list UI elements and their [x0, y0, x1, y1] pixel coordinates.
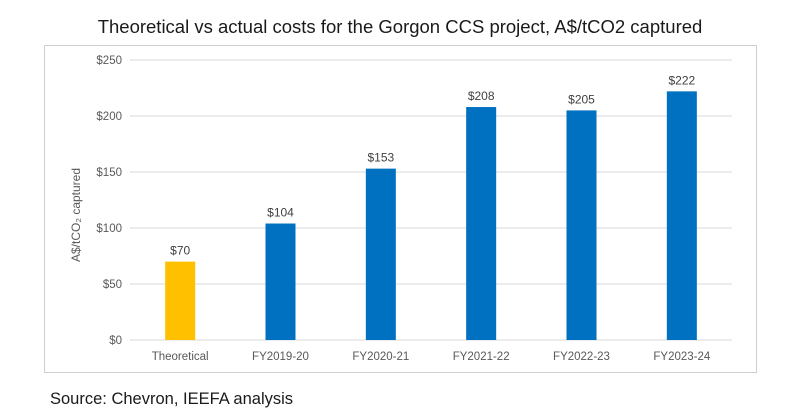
- chart-frame: [44, 45, 757, 373]
- y-tick-label: $200: [96, 111, 122, 123]
- y-tick-label: $250: [96, 55, 122, 67]
- source-note: Source: Chevron, IEEFA analysis: [50, 390, 294, 408]
- data-label: $70: [170, 244, 190, 258]
- bar: [165, 261, 196, 340]
- y-axis-title: A$/tCO₂ captured: [69, 168, 83, 262]
- bar: [666, 91, 697, 340]
- labels: $0 $50 $100 $150 $200 $250 $70 Theoretical $104 F…: [96, 55, 710, 363]
- bars: [165, 91, 697, 341]
- data-label: $208: [468, 89, 495, 103]
- x-tick-label: FY2021-22: [453, 351, 510, 363]
- x-tick-label: FY2022-23: [553, 351, 610, 363]
- bar: [566, 110, 597, 341]
- y-tick-label: $0: [109, 335, 122, 347]
- y-tick-label: $50: [103, 279, 122, 291]
- data-label: $153: [367, 151, 394, 165]
- bar: [365, 168, 396, 340]
- data-label: $104: [267, 206, 294, 220]
- x-tick-label: FY2023-24: [653, 351, 711, 363]
- x-tick-label: Theoretical: [152, 351, 209, 363]
- x-tick-label: FY2019-20: [252, 351, 309, 363]
- data-label: $205: [568, 92, 595, 106]
- gridlines: [130, 59, 732, 341]
- y-tick-label: $100: [96, 223, 122, 235]
- data-label: $222: [668, 73, 695, 87]
- y-tick-label: $150: [96, 167, 122, 179]
- chart-title: Theoretical vs actual costs for the Gorg…: [97, 16, 703, 37]
- bar: [265, 223, 296, 340]
- bar: [466, 107, 497, 340]
- x-tick-label: FY2020-21: [352, 351, 409, 363]
